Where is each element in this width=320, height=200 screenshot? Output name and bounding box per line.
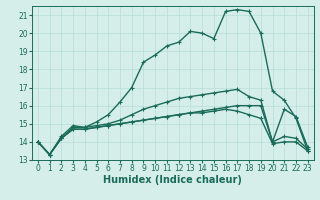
X-axis label: Humidex (Indice chaleur): Humidex (Indice chaleur)	[103, 175, 242, 185]
